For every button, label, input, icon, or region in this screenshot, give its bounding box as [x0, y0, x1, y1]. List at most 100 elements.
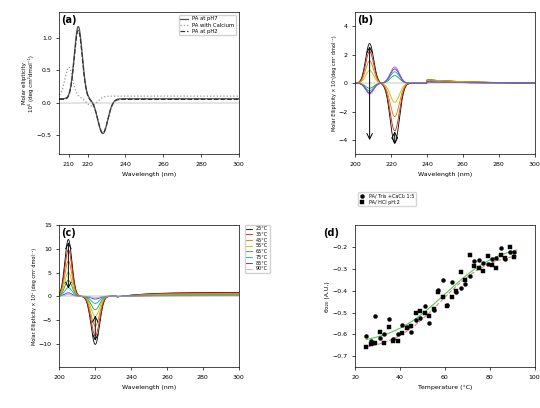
Text: (c): (c) [61, 228, 76, 238]
90 °C [504, 80, 511, 85]
Y-axis label: θ₂₂₀ (A.U.): θ₂₂₀ (A.U.) [325, 281, 330, 312]
PA/ Tris +CaCl₂ 1:5 [501, 255, 510, 262]
45 °C [504, 80, 511, 85]
25 °C [353, 81, 359, 86]
PA with Calcium [66, 65, 72, 70]
85 °C [516, 81, 522, 86]
Line: 55°C: 55°C [59, 273, 239, 317]
PA/ Tris +CaCl₂ 1:5 [389, 336, 397, 342]
90°C [164, 293, 170, 298]
25°C [167, 290, 173, 295]
85°C [164, 293, 170, 298]
35°C [220, 290, 226, 295]
PA at pH7 [164, 96, 170, 101]
35°C [56, 292, 63, 297]
25°C [208, 290, 215, 295]
25°C [56, 291, 63, 296]
PA with Calcium [89, 103, 95, 108]
Line: 35 °C: 35 °C [355, 51, 535, 131]
45 °C [460, 79, 467, 84]
PA/ Tris +CaCl₂ 1:5 [505, 248, 514, 255]
Line: 90°C: 90°C [59, 295, 239, 298]
35 °C [392, 129, 398, 133]
65°C [164, 293, 171, 297]
PA with Calcium [220, 94, 226, 99]
X-axis label: Wavelength (nm): Wavelength (nm) [122, 173, 176, 177]
55°C [56, 293, 63, 297]
Line: 35°C: 35°C [59, 250, 239, 336]
55°C [208, 292, 215, 297]
90°C [167, 293, 173, 298]
55 °C [516, 80, 522, 85]
45 °C [353, 81, 359, 86]
PA/ HCl pH:2 [447, 293, 456, 300]
PA/ HCl pH:2 [505, 244, 514, 250]
PA with Calcium [235, 94, 242, 99]
PA/ Tris +CaCl₂ 1:5 [429, 307, 438, 313]
35 °C [460, 79, 466, 84]
PA at pH2 [164, 97, 171, 102]
PA/ Tris +CaCl₂ 1:5 [362, 333, 371, 339]
65°C [220, 293, 226, 297]
35°C [164, 291, 170, 296]
85 °C [367, 90, 373, 95]
75°C [164, 293, 171, 298]
PA/ HCl pH:2 [416, 308, 424, 314]
PA/ HCl pH:2 [474, 265, 483, 271]
35°C [57, 290, 63, 295]
PA with Calcium [57, 92, 63, 97]
90°C [92, 295, 99, 300]
PA/ Tris +CaCl₂ 1:5 [510, 248, 519, 255]
PA/ Tris +CaCl₂ 1:5 [407, 329, 416, 335]
65°C [57, 293, 63, 297]
35 °C [463, 79, 469, 84]
35 °C [460, 79, 467, 84]
90°C [235, 293, 242, 298]
PA/ Tris +CaCl₂ 1:5 [452, 289, 461, 296]
Text: (d): (d) [323, 228, 339, 238]
PA/ HCl pH:2 [492, 265, 501, 271]
25 °C [460, 79, 466, 84]
Line: 65°C: 65°C [59, 280, 239, 310]
75 °C [460, 80, 467, 85]
PA/ HCl pH:2 [411, 310, 420, 317]
PA/ Tris +CaCl₂ 1:5 [492, 255, 501, 261]
PA/ Tris +CaCl₂ 1:5 [497, 245, 505, 251]
PA/ HCl pH:2 [376, 329, 384, 335]
45°C [208, 291, 215, 296]
PA/ Tris +CaCl₂ 1:5 [371, 313, 380, 319]
PA/ HCl pH:2 [497, 251, 505, 258]
35°C [164, 291, 171, 296]
PA/ HCl pH:2 [367, 341, 375, 347]
PA with Calcium [164, 94, 171, 99]
85 °C [460, 80, 466, 85]
25 °C [392, 140, 398, 145]
PA/ Tris +CaCl₂ 1:5 [474, 257, 483, 264]
65 °C [504, 80, 511, 85]
25°C [92, 342, 99, 347]
90 °C [531, 81, 538, 86]
90°C [220, 293, 226, 298]
PA/ Tris +CaCl₂ 1:5 [416, 315, 424, 322]
25 °C [463, 79, 469, 84]
75 °C [392, 69, 398, 74]
PA/ HCl pH:2 [510, 254, 519, 260]
45 °C [531, 80, 538, 85]
PA/ Tris +CaCl₂ 1:5 [479, 260, 488, 266]
45°C [235, 291, 242, 296]
55°C [92, 314, 99, 319]
PA/ Tris +CaCl₂ 1:5 [483, 261, 492, 268]
Y-axis label: Molar Ellipticity × 10⁴(deg cm² dmol⁻¹): Molar Ellipticity × 10⁴(deg cm² dmol⁻¹) [332, 35, 337, 131]
25°C [65, 237, 72, 242]
PA at pH2 [99, 131, 106, 135]
PA/ HCl pH:2 [501, 255, 510, 262]
X-axis label: Wavelength (nm): Wavelength (nm) [122, 386, 176, 390]
35°C [235, 290, 242, 295]
PA at pH7 [220, 96, 226, 101]
85°C [167, 293, 173, 298]
85°C [220, 293, 226, 298]
65°C [92, 307, 99, 312]
65 °C [353, 81, 359, 86]
25 °C [352, 81, 359, 86]
55 °C [504, 80, 511, 85]
